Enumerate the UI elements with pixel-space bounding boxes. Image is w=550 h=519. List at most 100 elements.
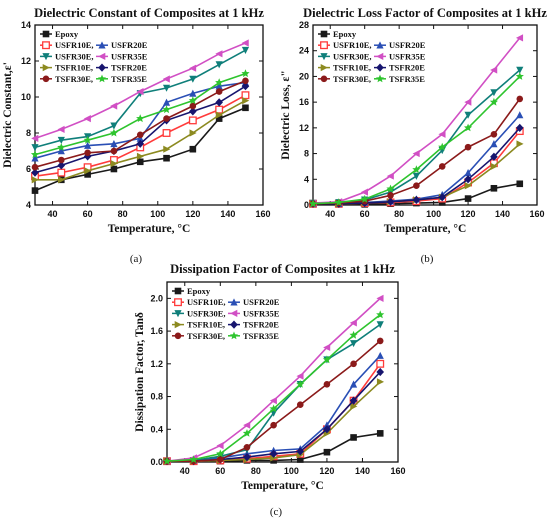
data-point xyxy=(215,61,223,69)
x-tick-label: 60 xyxy=(83,209,93,219)
data-point xyxy=(163,145,171,153)
data-point xyxy=(515,72,524,80)
y-tick-label: 12 xyxy=(299,123,309,133)
y-tick-label: 8 xyxy=(26,128,31,138)
data-point xyxy=(516,140,524,148)
data-point xyxy=(215,88,223,95)
legend-label: USFR20E xyxy=(243,297,280,307)
data-point xyxy=(489,97,498,106)
data-point xyxy=(296,372,304,380)
data-point xyxy=(412,149,420,158)
series-tsfr35e xyxy=(308,72,524,208)
data-point xyxy=(350,434,357,441)
y-tick-label: 14 xyxy=(21,20,31,30)
data-point xyxy=(490,184,498,192)
legend-label: TSFR10E, xyxy=(55,63,93,73)
legend-label: TSFR30E, xyxy=(55,74,93,84)
data-point xyxy=(189,129,197,137)
x-tick-label: 120 xyxy=(185,209,200,219)
data-point xyxy=(189,89,197,97)
legend-label: TSFR30E, xyxy=(187,331,225,341)
data-point xyxy=(243,452,251,462)
data-point xyxy=(110,122,118,130)
data-point xyxy=(215,78,224,87)
chart-panel-3: Dissipation Factor of Composites at 1 kH… xyxy=(134,262,406,518)
legend-marker xyxy=(376,41,384,49)
legend-marker xyxy=(320,53,328,61)
data-point xyxy=(349,319,357,327)
data-point xyxy=(516,66,524,74)
data-point xyxy=(296,456,304,463)
legend-label: USFR20E xyxy=(389,40,426,50)
legend-marker xyxy=(174,321,182,329)
data-point xyxy=(243,443,251,451)
legend-marker xyxy=(320,75,328,83)
data-point xyxy=(464,195,472,202)
data-point xyxy=(136,131,144,139)
legend-marker xyxy=(174,287,182,295)
x-tick-label: 100 xyxy=(150,209,165,219)
legend-marker xyxy=(375,74,385,83)
data-point xyxy=(84,141,92,149)
legend-marker xyxy=(97,74,107,83)
data-point xyxy=(438,163,446,170)
data-point xyxy=(464,98,472,106)
legend-marker xyxy=(230,298,238,306)
data-point xyxy=(57,168,66,177)
data-point xyxy=(376,294,384,302)
x-tick-label: 160 xyxy=(255,209,270,219)
x-tick-label: 140 xyxy=(495,209,510,219)
data-point xyxy=(84,149,91,157)
data-point xyxy=(376,367,385,377)
data-point xyxy=(464,143,472,151)
data-point xyxy=(242,77,249,85)
series-tsfr30e xyxy=(309,95,524,208)
legend-marker xyxy=(174,332,182,340)
data-point xyxy=(188,96,197,105)
series-tsfr35e xyxy=(30,69,250,159)
data-point xyxy=(490,130,498,138)
chart-title: Dielectric Constant of Composites at 1 k… xyxy=(34,6,264,20)
data-point xyxy=(110,147,118,155)
y-tick-label: 12 xyxy=(21,56,31,66)
data-point xyxy=(376,310,385,319)
y-axis-label: Dielectric Loss, ε" xyxy=(280,70,292,160)
data-point xyxy=(349,396,358,405)
data-point xyxy=(322,355,331,364)
data-point xyxy=(323,425,331,434)
data-point xyxy=(30,150,40,159)
y-tick-label: 6 xyxy=(26,164,31,174)
legend-marker xyxy=(376,52,384,60)
data-point xyxy=(464,169,472,177)
legend-marker xyxy=(230,320,238,329)
legend-label: TSFR35E xyxy=(389,74,425,84)
data-point xyxy=(241,39,249,47)
data-point xyxy=(412,172,420,180)
x-tick-label: 40 xyxy=(325,209,335,219)
data-point xyxy=(110,140,118,148)
panel-caption: (c) xyxy=(270,506,283,518)
legend-label: TSFR35E xyxy=(111,74,147,84)
legend-label: USFR30E, xyxy=(187,308,226,318)
data-point xyxy=(215,50,223,58)
legend-label: USFR30E, xyxy=(333,51,372,61)
data-point xyxy=(57,161,66,170)
data-point xyxy=(162,98,171,106)
legend-label: TSFR10E, xyxy=(333,63,371,73)
data-point xyxy=(163,154,170,162)
data-point xyxy=(349,330,358,339)
legend-label: TSFR20E xyxy=(111,63,147,73)
x-tick-label: 100 xyxy=(284,466,299,476)
data-point xyxy=(490,66,498,74)
data-point xyxy=(516,111,524,119)
data-point xyxy=(515,34,524,42)
data-point xyxy=(31,176,39,184)
legend-marker xyxy=(42,64,50,72)
data-point xyxy=(57,147,65,155)
data-point xyxy=(242,104,249,112)
data-point xyxy=(386,184,395,193)
data-point xyxy=(31,163,39,171)
data-point xyxy=(360,194,369,203)
